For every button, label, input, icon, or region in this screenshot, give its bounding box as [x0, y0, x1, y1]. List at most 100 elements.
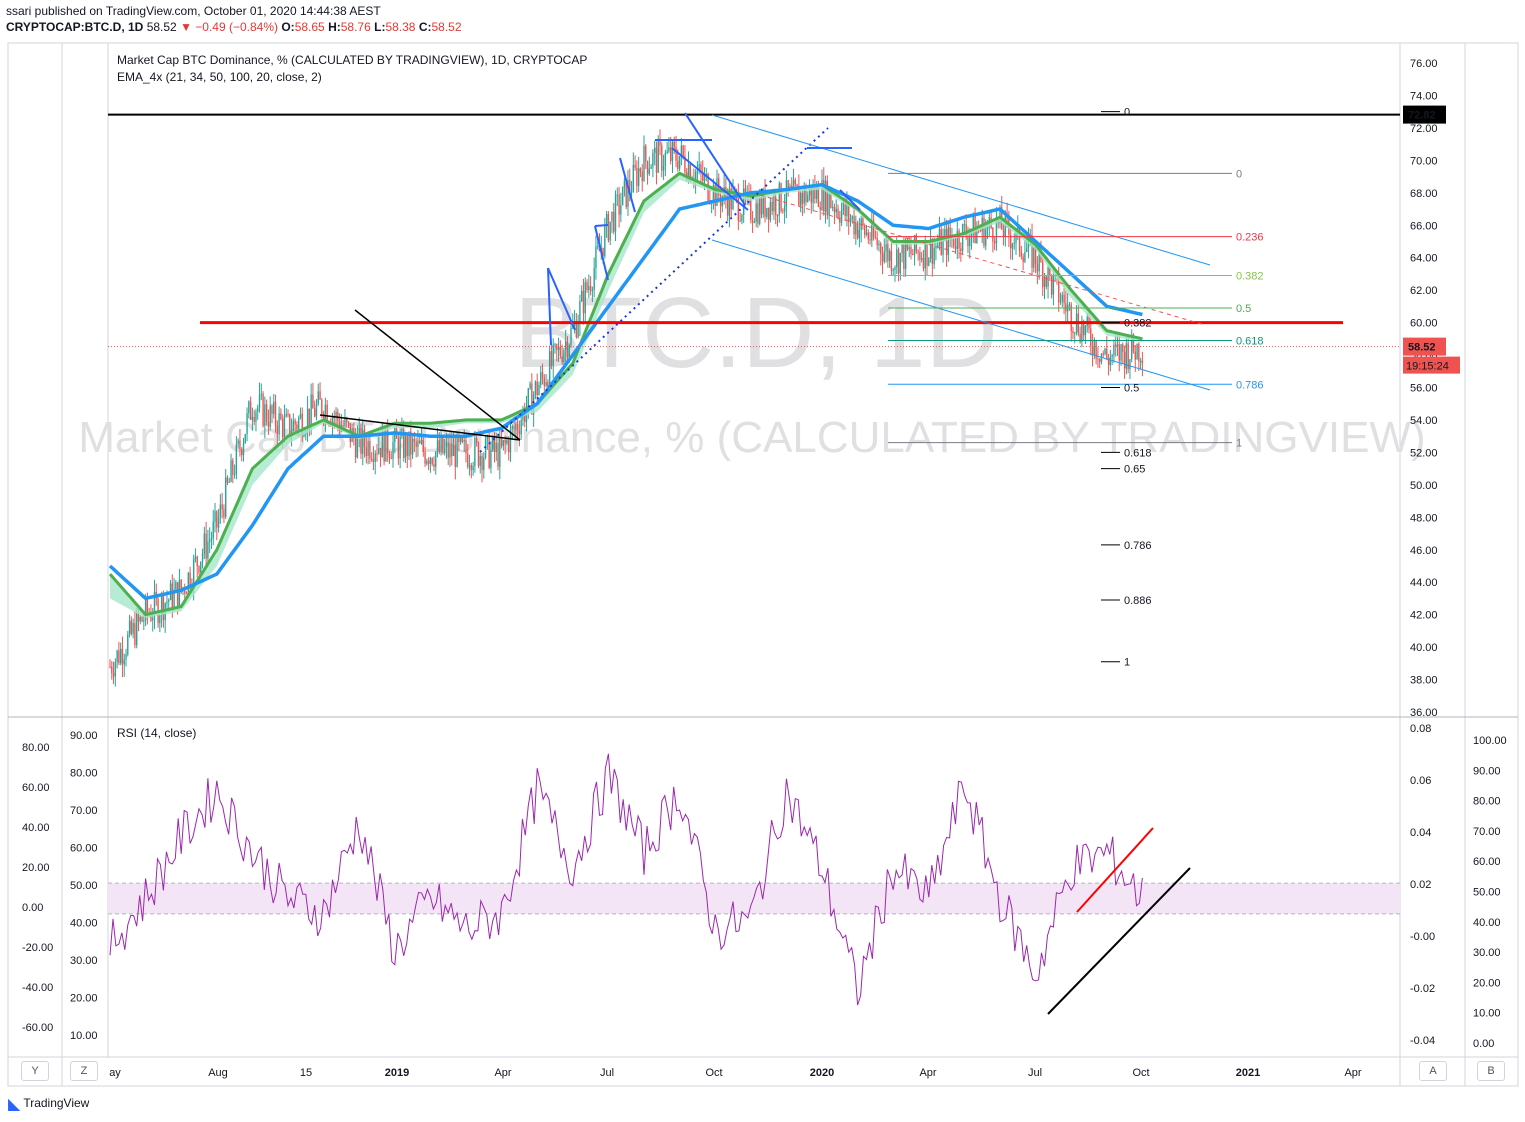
candle-body: [265, 404, 268, 422]
candle-body: [192, 559, 195, 589]
candle-body: [840, 210, 843, 223]
candle-body: [673, 141, 675, 147]
candle-body: [168, 599, 170, 602]
candle-body: [787, 180, 789, 191]
time-tick-label: ay: [109, 1067, 121, 1079]
candle-body: [415, 441, 417, 447]
candle-body: [771, 202, 773, 212]
fib-right-level-label: 0.382: [1236, 271, 1264, 283]
candle-body: [799, 192, 802, 206]
candle-body: [360, 427, 362, 454]
candle-body: [1013, 242, 1015, 245]
candle-body: [1070, 304, 1072, 331]
rsi-left-inner-tick: 90.00: [70, 730, 98, 742]
price-tick-label: 52.00: [1410, 447, 1438, 459]
candle-body: [853, 216, 855, 235]
candle-body: [885, 244, 887, 252]
candle-body: [378, 447, 380, 454]
candle-body: [511, 426, 513, 429]
corner-left-outer[interactable]: Y: [21, 1061, 49, 1081]
candle-body: [520, 420, 522, 435]
candle-body: [801, 192, 804, 204]
candle-body: [611, 211, 613, 222]
candle-body: [465, 440, 467, 454]
candle-body: [935, 246, 937, 248]
rsi-right-outer-tick: 30.00: [1473, 947, 1501, 959]
symbol-label[interactable]: CRYPTOCAP:BTC.D, 1D: [6, 20, 144, 34]
fib-left-level-label: 0.786: [1124, 540, 1152, 552]
corner-right-inner[interactable]: A: [1419, 1061, 1447, 1081]
rsi-right-inner-tick: 0.02: [1410, 879, 1431, 891]
price-tick-label: 60.00: [1410, 318, 1438, 330]
rsi-right-outer-tick: 90.00: [1473, 765, 1501, 777]
candle-body: [426, 460, 428, 464]
rsi-band: [108, 882, 1400, 915]
time-axis[interactable]: ay Aug 15 2019 Apr Jul Oct 2020 Apr Jul Oct 2021 Apr: [109, 1067, 1362, 1079]
candle-body: [668, 147, 670, 152]
candle-body: [734, 190, 736, 192]
rsi-right-outer-tick: 60.00: [1473, 856, 1501, 868]
candle-body: [262, 393, 264, 426]
candle-body: [855, 222, 857, 235]
candle-body: [830, 193, 832, 208]
candle-body: [969, 237, 971, 247]
candle-body: [696, 170, 699, 172]
candle-body: [449, 443, 451, 458]
rsi-left-inner-tick: 10.00: [70, 1030, 98, 1042]
candle-body: [264, 404, 266, 426]
corner-left-inner[interactable]: Z: [70, 1061, 98, 1081]
price-tick-label: 46.00: [1410, 545, 1438, 557]
candle-body: [219, 504, 222, 518]
price-tick-label: 42.00: [1410, 610, 1438, 622]
candle-body: [940, 229, 942, 255]
candle-body: [1052, 275, 1055, 295]
candle-body: [1018, 225, 1021, 252]
candle-body: [451, 443, 453, 457]
candle-body: [463, 440, 465, 442]
main-pane-title[interactable]: Market Cap BTC Dominance, % (CALCULATED …: [117, 53, 587, 67]
candle-body: [508, 440, 510, 453]
candle-body: [390, 457, 392, 459]
candle-body: [381, 431, 384, 458]
candle-body: [187, 572, 190, 594]
price-tick-label: 44.00: [1410, 577, 1438, 589]
time-tick-label: 2019: [385, 1067, 409, 1079]
candle-body: [607, 213, 610, 241]
candle-body: [639, 168, 642, 172]
rsi-left-inner-tick: 80.00: [70, 768, 98, 780]
footer: ◣ TradingView: [8, 1094, 89, 1114]
price-axis[interactable]: 76.00 74.00 72.00 70.00 68.00 66.00 64.00 62.00…: [1410, 58, 1438, 719]
candle-body: [470, 465, 473, 471]
rsi-support-line: [1047, 867, 1191, 1015]
tradingview-logo-icon[interactable]: ◣: [8, 1096, 21, 1113]
chart-canvas[interactable]: BTC.D, 1D Market Cap BTC Dominance, % (C…: [0, 0, 1525, 1090]
candle-body: [773, 196, 775, 212]
candle-body: [194, 556, 197, 560]
price-change: ▼ −0.49 (−0.84%): [180, 20, 278, 34]
candle-body: [890, 250, 893, 271]
rsi-left-outer-tick: 0.00: [22, 902, 43, 914]
rsi-right-inner-tick: 0.06: [1410, 775, 1431, 787]
candle-body: [739, 220, 741, 222]
time-tick-label: 2021: [1236, 1067, 1260, 1079]
rsi-right-outer-tick: 80.00: [1473, 796, 1501, 808]
trend-drawings[interactable]: [108, 112, 1400, 453]
candle-body: [321, 399, 323, 415]
candle-body: [322, 414, 325, 420]
corner-right-outer[interactable]: B: [1477, 1061, 1505, 1081]
candle-body: [536, 381, 538, 396]
rsi-pane-title[interactable]: RSI (14, close): [117, 726, 196, 740]
candle-body: [579, 301, 581, 324]
candle-body: [297, 418, 300, 429]
fib-retracement-right[interactable]: 0 0.236 0.382 0.5 0.618 0.786 1: [888, 168, 1264, 450]
candle-body: [710, 203, 713, 205]
footer-brand[interactable]: TradingView: [23, 1096, 90, 1111]
candle-body: [1109, 357, 1112, 366]
candle-body: [454, 445, 457, 467]
fib-retracement-left[interactable]: 0 0.382 0.5 0.618 0.65 0.786 0.886 1: [1101, 107, 1152, 669]
ema-indicator-label[interactable]: EMA_4x (21, 34, 50, 100, 20, close, 2): [117, 70, 322, 84]
candle-body: [636, 167, 638, 186]
candle-body: [995, 218, 998, 244]
candle-body: [705, 174, 707, 176]
candle-body: [1097, 358, 1099, 360]
